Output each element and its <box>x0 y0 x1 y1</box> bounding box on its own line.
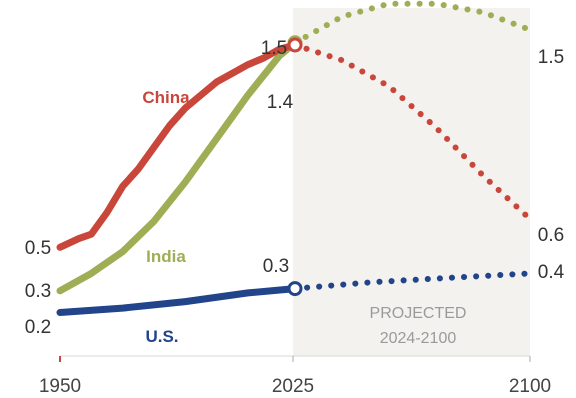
india-projected-line <box>292 0 533 46</box>
china-end-proj-label: 0.6 <box>538 225 564 246</box>
china-historical-line <box>56 41 299 251</box>
us-2025-marker <box>287 281 303 297</box>
china-india-2025-label: 1.5 <box>261 38 287 59</box>
us-historical-line <box>56 285 299 316</box>
us-end-proj-label: 0.4 <box>538 262 565 283</box>
china-start-label: 0.5 <box>25 238 51 259</box>
china-series-label: China <box>142 88 190 107</box>
india-historical-line <box>56 39 299 295</box>
india-start-label: 0.3 <box>25 281 51 302</box>
projected-label: PROJECTED <box>370 305 467 322</box>
china-projected-line <box>292 42 533 222</box>
india-series-label: India <box>146 247 186 266</box>
projected-years-label: 2024-2100 <box>380 330 457 347</box>
us-series-label: U.S. <box>145 327 178 346</box>
india-end-proj-label: 1.5 <box>538 47 564 68</box>
us-start-label: 0.2 <box>25 317 51 338</box>
china-2025-marker <box>287 37 303 53</box>
x-tick-label-2025: 2025 <box>272 376 314 397</box>
us-projected-line <box>292 270 533 292</box>
x-tick-label-1950: 1950 <box>39 376 81 397</box>
us-end-hist-label: 0.3 <box>263 256 289 277</box>
x-tick-label-2100: 2100 <box>509 376 551 397</box>
projection-shading <box>293 8 530 356</box>
india-end-hist-label: 1.4 <box>267 92 294 113</box>
